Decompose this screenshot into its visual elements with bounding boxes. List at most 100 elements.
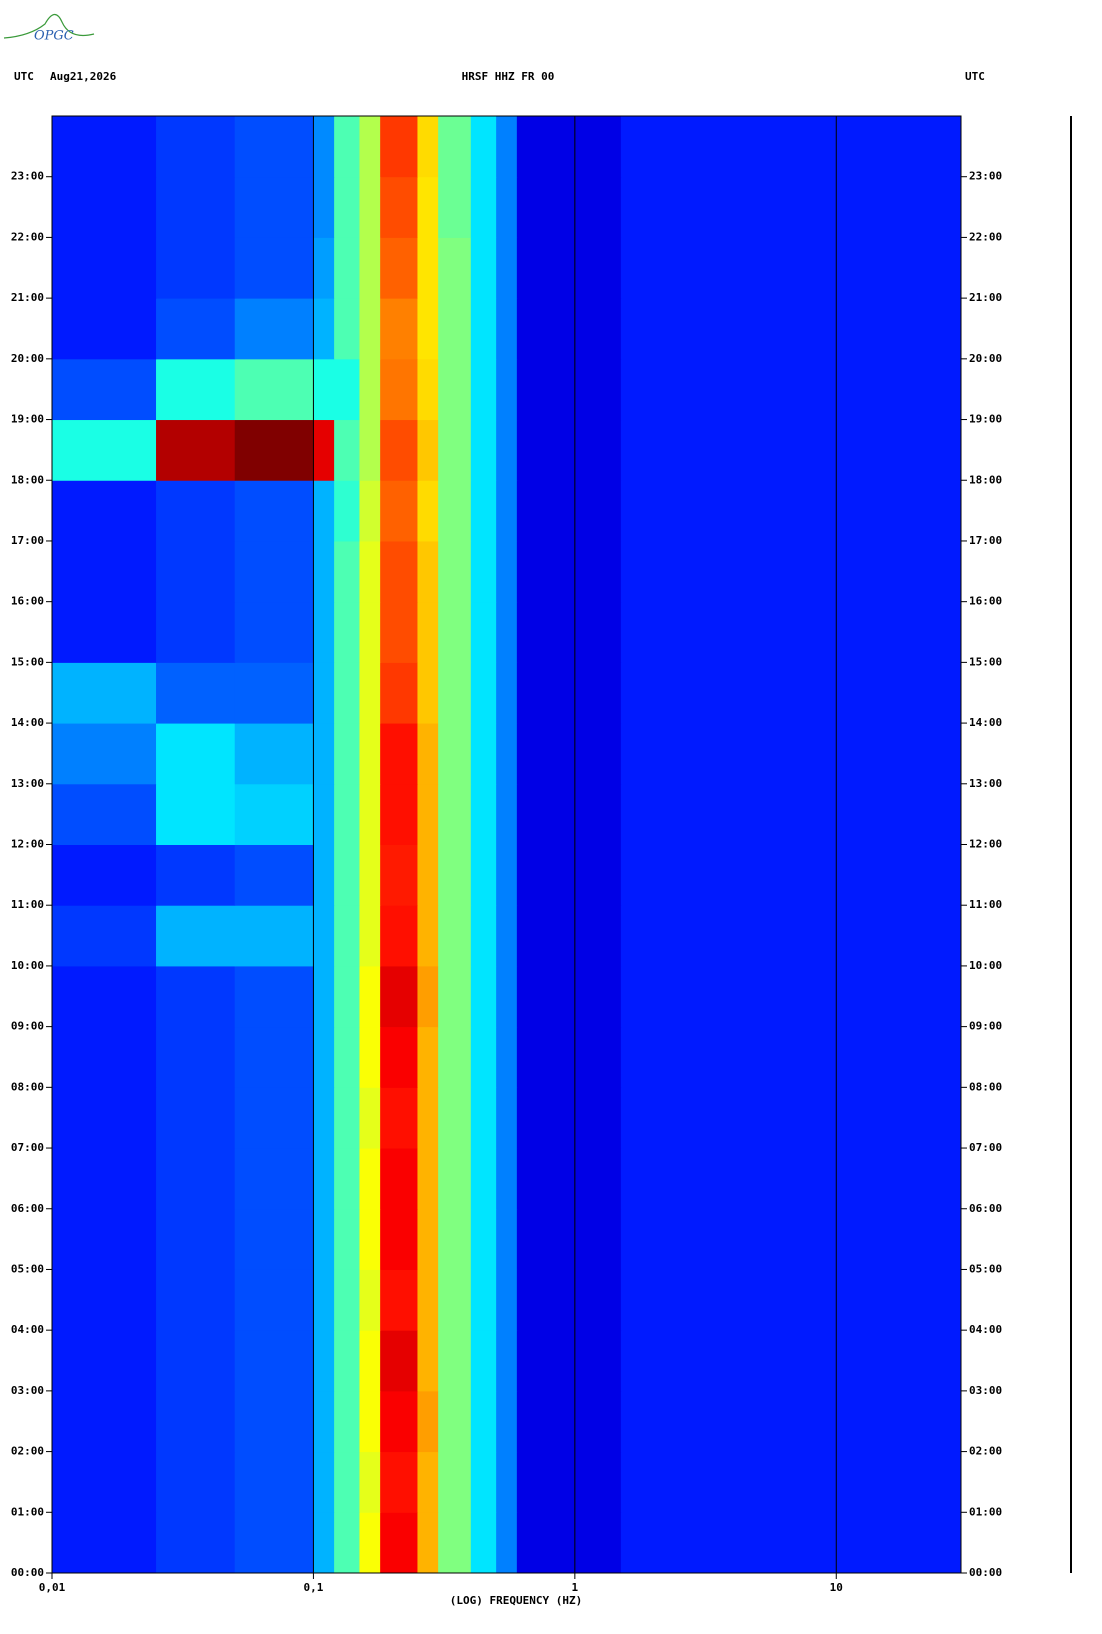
heatmap-cell <box>380 116 418 178</box>
y-tick-label-left: 07:00 <box>11 1141 44 1154</box>
heatmap-cell <box>234 1087 314 1149</box>
heatmap-cell <box>52 1451 157 1513</box>
heatmap-cell <box>380 1451 418 1513</box>
heatmap-cell <box>417 480 439 542</box>
heatmap-cell <box>516 298 622 360</box>
heatmap-cell <box>359 1087 381 1149</box>
heatmap-cell <box>359 1026 381 1088</box>
heatmap-cell <box>380 1208 418 1270</box>
heatmap-cell <box>156 1390 236 1453</box>
heatmap-cell <box>313 1208 335 1270</box>
y-tick-label-right: 08:00 <box>969 1080 1002 1093</box>
heatmap-cell <box>313 662 335 724</box>
heatmap-cell <box>313 723 335 785</box>
heatmap-cell <box>334 480 360 542</box>
heatmap-cell <box>52 237 157 299</box>
heatmap-cell <box>359 783 381 845</box>
heatmap-cell <box>313 1148 335 1210</box>
y-tick-label-left: 03:00 <box>11 1384 44 1397</box>
heatmap-cell <box>417 662 439 724</box>
heatmap-cell <box>620 723 962 785</box>
heatmap-cell <box>417 1451 439 1513</box>
heatmap-cell <box>334 540 360 603</box>
heatmap-cell <box>620 662 962 724</box>
heatmap-cell <box>313 844 335 906</box>
heatmap-cell <box>234 1269 314 1331</box>
heatmap-cell <box>234 540 314 603</box>
heatmap-cell <box>52 1269 157 1331</box>
heatmap-cell <box>156 176 236 238</box>
heatmap-cell <box>334 298 360 360</box>
heatmap-cell <box>313 1330 335 1392</box>
heatmap-cell <box>234 844 314 906</box>
heatmap-cell <box>156 480 236 542</box>
y-tick-label-left: 11:00 <box>11 898 44 911</box>
heatmap-cell <box>496 358 518 421</box>
heatmap-cell <box>438 176 472 238</box>
heatmap-cell <box>156 116 236 178</box>
heatmap-cell <box>620 176 962 238</box>
heatmap-cell <box>156 1087 236 1149</box>
y-tick-label-left: 12:00 <box>11 838 44 851</box>
heatmap-cell <box>313 176 335 238</box>
heatmap-cell <box>334 176 360 238</box>
heatmap-cell <box>359 116 381 178</box>
heatmap-cell <box>380 1269 418 1331</box>
heatmap-cell <box>496 965 518 1028</box>
heatmap-cell <box>417 1087 439 1149</box>
heatmap-cell <box>334 1148 360 1210</box>
heatmap-cell <box>620 419 962 481</box>
y-tick-label-right: 19:00 <box>969 413 1002 426</box>
heatmap-cell <box>334 358 360 421</box>
heatmap-cell <box>359 965 381 1028</box>
heatmap-cell <box>380 298 418 360</box>
heatmap-cell <box>313 540 335 603</box>
heatmap-cell <box>417 601 439 663</box>
heatmap-cell <box>417 419 439 481</box>
y-tick-label-left: 23:00 <box>11 170 44 183</box>
y-tick-label-left: 05:00 <box>11 1262 44 1275</box>
heatmap-cell <box>52 176 157 238</box>
heatmap-cell <box>234 601 314 663</box>
y-tick-label-right: 06:00 <box>969 1202 1002 1215</box>
heatmap-cell <box>234 1451 314 1513</box>
y-tick-label-right: 00:00 <box>969 1566 1002 1579</box>
y-tick-label-left: 00:00 <box>11 1566 44 1579</box>
heatmap-cell <box>334 783 360 845</box>
heatmap-cell <box>156 1148 236 1210</box>
y-tick-label-right: 18:00 <box>969 473 1002 486</box>
y-tick-label-left: 08:00 <box>11 1080 44 1093</box>
heatmap-cell <box>313 965 335 1028</box>
heatmap-cell <box>52 783 157 845</box>
heatmap-cell <box>234 1390 314 1453</box>
y-tick-label-left: 19:00 <box>11 413 44 426</box>
heatmap-cell <box>359 1451 381 1513</box>
heatmap-cell <box>417 965 439 1028</box>
heatmap-cell <box>313 1087 335 1149</box>
heatmap-cell <box>620 844 962 906</box>
heatmap-cell <box>52 965 157 1028</box>
heatmap-cell <box>313 905 335 967</box>
heatmap-cell <box>52 1026 157 1088</box>
heatmap-cell <box>359 358 381 421</box>
x-tick-label: 0,01 <box>39 1581 66 1594</box>
heatmap-cell <box>417 116 439 178</box>
y-tick-label-left: 18:00 <box>11 473 44 486</box>
heatmap-cell <box>496 723 518 785</box>
y-tick-label-right: 22:00 <box>969 230 1002 243</box>
heatmap-cell <box>417 237 439 299</box>
heatmap-cell <box>359 905 381 967</box>
heatmap-cell <box>470 1451 497 1513</box>
heatmap-cell <box>470 844 497 906</box>
heatmap-cell <box>156 1026 236 1088</box>
heatmap-cell <box>380 419 418 481</box>
heatmap-cell <box>438 662 472 724</box>
heatmap-cell <box>496 237 518 299</box>
heatmap-cell <box>52 298 157 360</box>
heatmap-cell <box>334 844 360 906</box>
heatmap-cell <box>359 480 381 542</box>
y-tick-label-left: 02:00 <box>11 1445 44 1458</box>
heatmap-cell <box>380 480 418 542</box>
heatmap-cell <box>52 480 157 542</box>
heatmap-cell <box>156 1269 236 1331</box>
